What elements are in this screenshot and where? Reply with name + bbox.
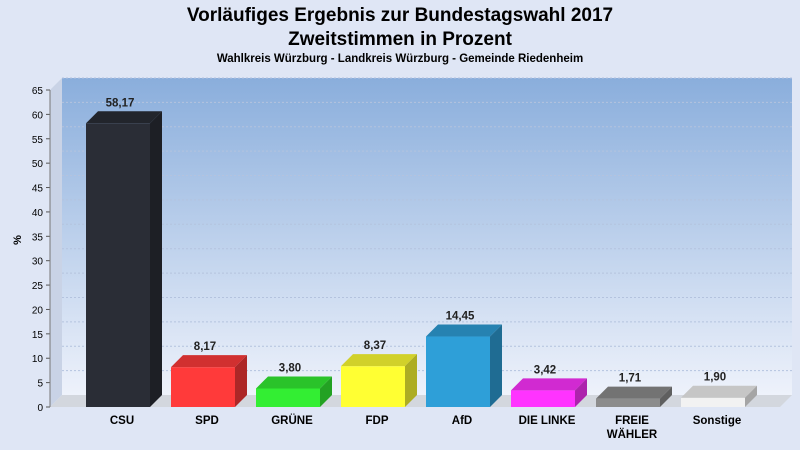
- y-tick-label: 0: [37, 403, 43, 414]
- plot-left-wall: [50, 78, 62, 407]
- bar-top: [256, 376, 332, 389]
- bar-top: [681, 385, 757, 398]
- chart-subtitle: Wahlkreis Würzburg - Landkreis Würzburg …: [216, 53, 584, 65]
- bar-side: [660, 386, 672, 407]
- y-tick-label: 10: [32, 354, 44, 365]
- x-tick-label: AfD: [452, 415, 472, 427]
- bar-top: [596, 386, 672, 399]
- bar-die-linke: [511, 390, 575, 407]
- bar-value-label: 3,42: [534, 364, 556, 376]
- bar-fdp: [341, 366, 405, 407]
- x-tick-label: FREIE WÄHLER: [607, 415, 658, 441]
- y-tick-label: 15: [32, 330, 44, 341]
- chart-title: Vorläufiges Ergebnis zur Bundestagswahl …: [0, 4, 800, 52]
- bar-value-label: 3,80: [279, 362, 301, 374]
- bar-side: [745, 385, 757, 407]
- y-tick-label: 30: [32, 257, 44, 268]
- y-tick-label: 65: [32, 86, 44, 97]
- bar-top: [426, 324, 502, 337]
- bar-top: [86, 111, 162, 124]
- y-tick-label: 45: [32, 184, 44, 195]
- bar-value-label: 58,17: [106, 97, 135, 109]
- bar-freie-wähler: [596, 398, 660, 407]
- y-tick-label: 50: [32, 159, 44, 170]
- bar-afd: [426, 336, 490, 407]
- x-tick-label: CSU: [110, 415, 134, 427]
- bar-top: [341, 354, 417, 367]
- y-tick-label: 25: [32, 281, 44, 292]
- bar-side: [490, 324, 502, 407]
- bar-spd: [171, 367, 235, 407]
- bar-side: [575, 378, 587, 407]
- bar-top: [511, 378, 587, 391]
- y-tick-label: 35: [32, 232, 44, 243]
- x-tick-label: Sonstige: [693, 415, 742, 427]
- y-tick-label: 40: [32, 208, 44, 219]
- y-axis-label: %: [12, 235, 24, 245]
- bar-side: [235, 355, 247, 407]
- bar-side: [320, 376, 332, 407]
- y-tick-label: 55: [32, 135, 44, 146]
- bar-side: [150, 111, 162, 407]
- bar-value-label: 1,90: [704, 372, 726, 384]
- y-tick-label: 60: [32, 110, 44, 121]
- y-tick-label: 5: [37, 379, 43, 390]
- y-tick-label: 20: [32, 305, 44, 316]
- bar-grüne: [256, 388, 320, 407]
- bar-csu: [86, 123, 150, 407]
- x-tick-label: GRÜNE: [271, 414, 313, 427]
- chart-title-line1: Vorläufiges Ergebnis zur Bundestagswahl …: [186, 5, 614, 26]
- x-tick-label: SPD: [195, 415, 219, 427]
- bar-value-label: 8,37: [364, 340, 386, 352]
- bar-value-label: 1,71: [619, 373, 642, 385]
- bar-side: [405, 354, 417, 407]
- bar-value-label: 8,17: [194, 341, 216, 353]
- bar-sonstige: [681, 397, 745, 407]
- x-tick-label: DIE LINKE: [519, 415, 576, 427]
- plot-floor: [50, 395, 792, 407]
- bar-top: [171, 355, 247, 368]
- x-tick-label: FDP: [366, 415, 389, 427]
- chart-title-line2: Zweitstimmen in Prozent: [288, 29, 512, 50]
- bar-value-label: 14,45: [446, 311, 475, 323]
